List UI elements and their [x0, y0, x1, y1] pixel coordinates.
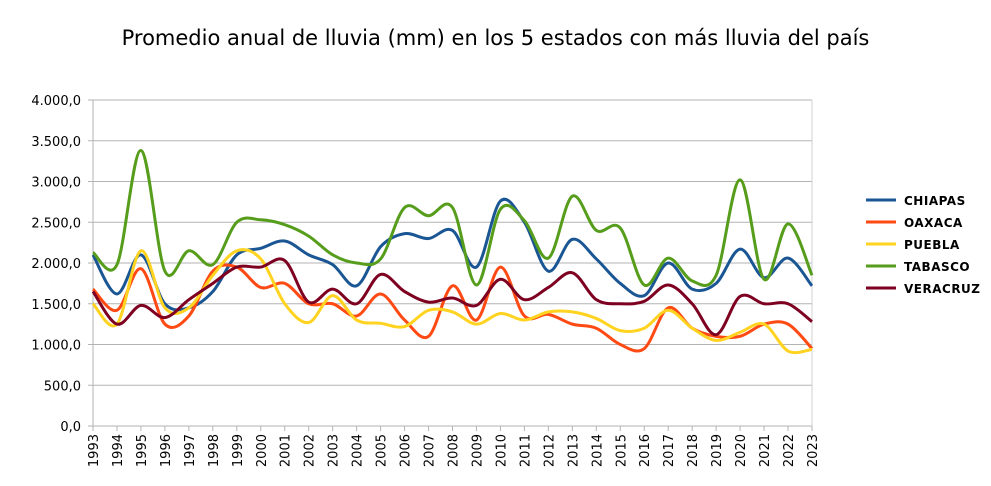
x-tick-label: 2023: [806, 434, 821, 467]
x-tick-label: 2016: [638, 434, 653, 467]
x-tick-label: 2003: [327, 434, 342, 467]
y-tick-label: 2.000,0: [31, 257, 81, 272]
y-tick-label: 3.500,0: [31, 135, 81, 150]
x-tick-label: 2021: [758, 434, 773, 467]
x-tick-label: 1999: [231, 434, 246, 467]
x-tick-label: 2007: [423, 434, 438, 467]
x-tick-label: 2011: [518, 434, 533, 467]
x-tick-label: 2006: [399, 434, 414, 467]
x-tick-label: 1995: [135, 434, 150, 467]
chart-title: Promedio anual de lluvia (mm) en los 5 e…: [121, 26, 870, 50]
legend-label-puebla: PUEBLA: [904, 238, 960, 252]
y-tick-label: 1.500,0: [31, 298, 81, 313]
x-tick-label: 1993: [87, 434, 102, 467]
x-tick-label: 2004: [351, 434, 366, 467]
x-tick-label: 1994: [111, 434, 126, 467]
x-tick-label: 2020: [734, 434, 749, 467]
x-tick-label: 2018: [686, 434, 701, 467]
y-tick-label: 2.500,0: [31, 216, 81, 231]
y-tick-label: 4.000,0: [31, 94, 81, 109]
x-tick-label: 1997: [183, 434, 198, 467]
legend-label-tabasco: TABASCO: [904, 260, 970, 274]
x-tick-label: 2013: [566, 434, 581, 467]
y-tick-label: 0,0: [60, 420, 81, 435]
y-tick-label: 1.000,0: [31, 339, 81, 354]
series-line-tabasco: [91, 149, 814, 287]
x-tick-label: 2005: [375, 434, 390, 467]
x-tick-label: 2008: [447, 434, 462, 467]
x-tick-label: 2000: [255, 434, 270, 467]
series-line-puebla: [91, 248, 813, 355]
x-tick-label: 2017: [662, 434, 677, 467]
x-tick-label: 2010: [494, 434, 509, 467]
y-tick-label: 500,0: [44, 379, 81, 394]
x-tick-label: 2019: [710, 434, 725, 467]
legend-label-chiapas: CHIAPAS: [904, 194, 966, 208]
series-line-veracruz: [91, 257, 813, 337]
x-tick-label: 2009: [470, 434, 485, 467]
x-tick-label: 2022: [782, 434, 797, 467]
x-tick-label: 1998: [207, 434, 222, 467]
x-tick-label: 2002: [303, 434, 318, 467]
x-tick-label: 2012: [542, 434, 557, 467]
x-tick-label: 1996: [159, 434, 174, 467]
x-tick-label: 2014: [590, 434, 605, 467]
series-line-oaxaca: [91, 263, 814, 353]
y-tick-label: 3.000,0: [31, 176, 81, 191]
legend-label-veracruz: VERACRUZ: [904, 282, 981, 296]
x-tick-label: 2015: [614, 434, 629, 467]
x-tick-label: 2001: [279, 434, 294, 467]
legend-label-oaxaca: OAXACA: [904, 216, 963, 230]
series-line-chiapas: [91, 197, 814, 312]
